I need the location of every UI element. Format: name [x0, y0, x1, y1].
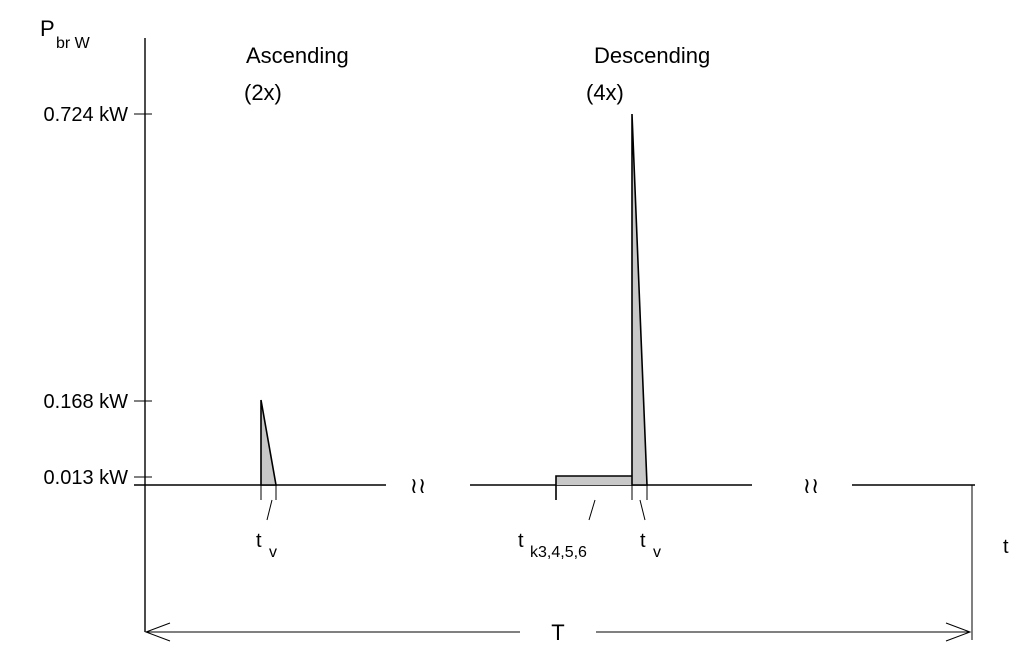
tv-descending-main: t — [640, 530, 646, 552]
tk-main: t — [518, 530, 524, 552]
period-arrow-right-head — [945, 622, 972, 642]
tv-ascending-leader — [266, 499, 273, 521]
period-arrow-left-head — [144, 622, 171, 642]
time-axis-break-2: ≀≀ — [803, 473, 820, 498]
descending-label: Descending — [594, 43, 710, 68]
descending-constant-outline — [555, 475, 632, 500]
x-axis-label: t — [1003, 536, 1009, 558]
tick-label-0013: 0.013 kW — [44, 467, 129, 489]
ascending-label: Ascending — [246, 43, 349, 68]
tv-descending-sub: v — [653, 544, 661, 561]
ascending-power-pulse — [260, 399, 277, 486]
tk-leader — [588, 499, 596, 521]
tick-label-0724: 0.724 kW — [44, 104, 129, 126]
period-label: T — [551, 620, 564, 645]
tv-descending-leader — [639, 499, 646, 521]
descending-count: (4x) — [586, 80, 624, 105]
tick-label-0168: 0.168 kW — [44, 391, 129, 413]
tv-ascending-main: t — [256, 530, 262, 552]
ascending-count: (2x) — [244, 80, 282, 105]
tk-sub: k3,4,5,6 — [530, 544, 587, 561]
y-axis-subscript: br W — [56, 35, 91, 52]
y-axis-symbol: P — [40, 16, 55, 41]
time-axis-break-1: ≀≀ — [410, 473, 427, 498]
tv-ascending-sub: v — [269, 544, 277, 561]
descending-constant-fill — [556, 476, 632, 485]
descending-power-pulse — [631, 113, 648, 486]
